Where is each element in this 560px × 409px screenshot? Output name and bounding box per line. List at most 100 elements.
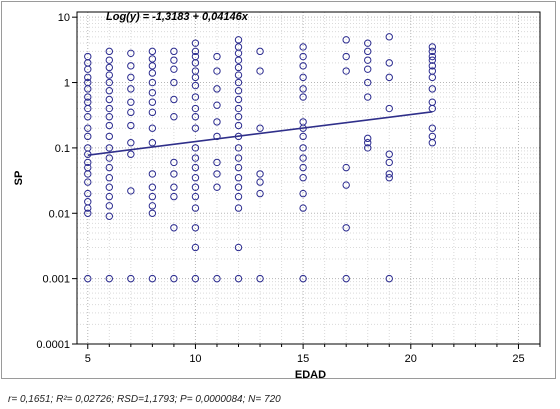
data-point <box>428 56 437 64</box>
data-point <box>191 59 200 67</box>
data-point <box>299 204 307 212</box>
data-point <box>385 170 393 178</box>
data-point <box>234 204 243 212</box>
data-point <box>170 78 178 87</box>
data-point <box>342 181 350 189</box>
data-point <box>105 132 114 141</box>
data-point <box>428 62 437 70</box>
data-point <box>213 67 221 75</box>
data-point <box>299 62 307 70</box>
data-point <box>105 212 114 220</box>
data-point <box>170 47 178 56</box>
data-point <box>213 118 221 126</box>
data-point <box>170 95 178 104</box>
data-point <box>234 43 243 51</box>
regression-line <box>87 111 433 156</box>
data-point <box>213 183 221 191</box>
data-point <box>84 158 92 167</box>
data-point <box>234 87 243 95</box>
data-point <box>385 73 393 82</box>
data-point <box>105 56 114 64</box>
data-point <box>191 154 200 162</box>
data-point <box>127 274 135 283</box>
data-point <box>148 88 157 97</box>
regression-line-group <box>87 111 433 156</box>
data-point <box>127 73 135 82</box>
data-point <box>299 144 307 152</box>
data-point <box>364 139 372 147</box>
data-point <box>234 163 243 172</box>
data-point <box>256 170 264 178</box>
data-point <box>364 93 372 101</box>
grid-lines <box>77 12 541 345</box>
data-point <box>148 69 157 77</box>
data-point <box>105 183 114 191</box>
data-point <box>299 73 307 82</box>
data-point <box>213 101 221 109</box>
data-point <box>385 158 393 167</box>
data-point <box>342 52 350 61</box>
data-point <box>234 71 243 79</box>
data-point <box>234 183 243 191</box>
data-point <box>234 121 243 130</box>
data-point <box>191 39 200 47</box>
data-point <box>191 163 200 172</box>
data-point <box>428 104 437 113</box>
data-point <box>364 39 372 47</box>
scatter-plot: 5 10 15 20 25 0.0001 0.001 0.01 0.1 1 10 Log(y) = … <box>13 11 541 380</box>
data-point <box>84 132 92 141</box>
data-point <box>148 47 157 56</box>
data-point <box>191 183 200 191</box>
data-point <box>84 104 92 113</box>
y-tick-label: 0.01 <box>49 208 70 220</box>
data-point <box>234 36 243 44</box>
data-point <box>148 209 157 217</box>
data-point <box>105 78 114 87</box>
data-point <box>213 170 221 178</box>
data-point <box>213 52 221 61</box>
data-point <box>148 62 157 70</box>
data-point <box>170 56 178 64</box>
data-point <box>191 104 200 113</box>
data-point <box>234 154 243 162</box>
data-point <box>234 174 243 182</box>
data-point <box>191 93 200 101</box>
data-point <box>234 95 243 104</box>
data-point <box>170 158 178 167</box>
data-point <box>428 124 437 132</box>
data-point <box>127 85 135 93</box>
data-point <box>127 139 135 147</box>
data-point <box>234 144 243 152</box>
axis-ticks: 5 10 15 20 25 0.0001 0.001 0.01 0.1 1 10 <box>36 12 541 365</box>
data-point <box>170 224 178 232</box>
data-point <box>364 47 372 56</box>
data-point <box>299 163 307 172</box>
data-point <box>127 62 135 70</box>
plot-area-border <box>76 11 541 345</box>
data-point <box>234 192 243 201</box>
data-point <box>127 150 135 158</box>
data-point <box>191 174 200 182</box>
data-point <box>84 65 92 73</box>
data-point <box>105 87 114 95</box>
data-point <box>148 192 157 201</box>
data-point <box>364 65 372 73</box>
data-point <box>428 43 437 51</box>
data-point <box>385 59 393 67</box>
data-point <box>299 174 307 182</box>
data-point <box>84 178 92 186</box>
data-point <box>256 274 264 283</box>
data-point <box>191 113 200 121</box>
data-point <box>234 274 243 283</box>
data-point <box>148 139 157 147</box>
data-point <box>191 204 200 212</box>
data-point <box>234 78 243 87</box>
data-point <box>84 204 92 212</box>
data-points <box>84 33 437 283</box>
data-point <box>428 139 437 147</box>
data-point <box>170 274 178 283</box>
x-tick-label: 20 <box>405 353 417 365</box>
data-point <box>84 73 92 82</box>
data-point <box>234 104 243 113</box>
data-point <box>299 154 307 162</box>
